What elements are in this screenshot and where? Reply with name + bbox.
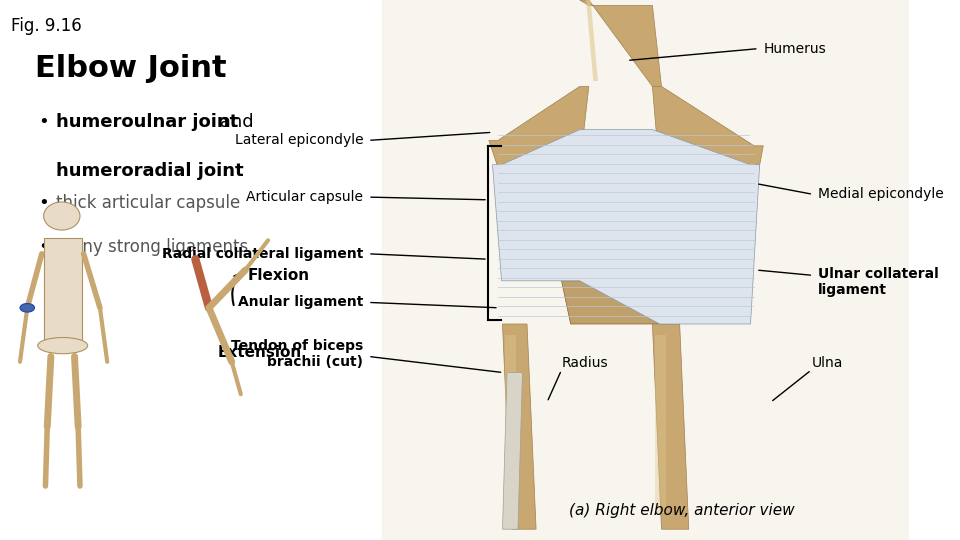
Polygon shape	[653, 324, 688, 529]
Text: •: •	[38, 238, 49, 255]
Text: Elbow Joint: Elbow Joint	[35, 54, 227, 83]
Polygon shape	[492, 130, 759, 324]
Text: Medial epicondyle: Medial epicondyle	[818, 187, 944, 201]
Bar	[505, 335, 516, 513]
Text: •: •	[38, 113, 49, 131]
Circle shape	[20, 303, 35, 312]
Bar	[382, 0, 909, 540]
Bar	[655, 335, 666, 513]
Text: and: and	[214, 113, 254, 131]
Text: thick articular capsule: thick articular capsule	[57, 194, 241, 212]
Ellipse shape	[43, 202, 80, 230]
Polygon shape	[502, 373, 522, 529]
Text: Extension: Extension	[218, 345, 302, 360]
Text: humeroulnar joint: humeroulnar joint	[57, 113, 239, 131]
Text: humeroradial joint: humeroradial joint	[57, 162, 244, 180]
Polygon shape	[580, 0, 661, 86]
Polygon shape	[562, 281, 688, 324]
Text: Humerus: Humerus	[763, 42, 826, 56]
Polygon shape	[489, 86, 588, 167]
Text: Fig. 9.16: Fig. 9.16	[11, 17, 82, 35]
Ellipse shape	[37, 338, 87, 354]
Text: •: •	[38, 194, 49, 212]
Text: Lateral epicondyle: Lateral epicondyle	[235, 133, 364, 147]
Text: Ulna: Ulna	[811, 356, 843, 370]
Polygon shape	[502, 324, 536, 529]
Text: Radial collateral ligament: Radial collateral ligament	[162, 247, 364, 261]
Text: (a) Right elbow, anterior view: (a) Right elbow, anterior view	[568, 503, 794, 518]
Text: many strong ligaments: many strong ligaments	[57, 238, 249, 255]
Text: Tendon of biceps
brachii (cut): Tendon of biceps brachii (cut)	[231, 339, 364, 369]
Text: Articular capsule: Articular capsule	[247, 190, 364, 204]
Bar	[43, 238, 82, 340]
Polygon shape	[586, 0, 598, 81]
Text: Radius: Radius	[562, 356, 609, 370]
Text: Anular ligament: Anular ligament	[238, 295, 364, 309]
Polygon shape	[653, 86, 763, 194]
Text: Ulnar collateral
ligament: Ulnar collateral ligament	[818, 267, 939, 297]
Text: Flexion: Flexion	[247, 268, 309, 283]
